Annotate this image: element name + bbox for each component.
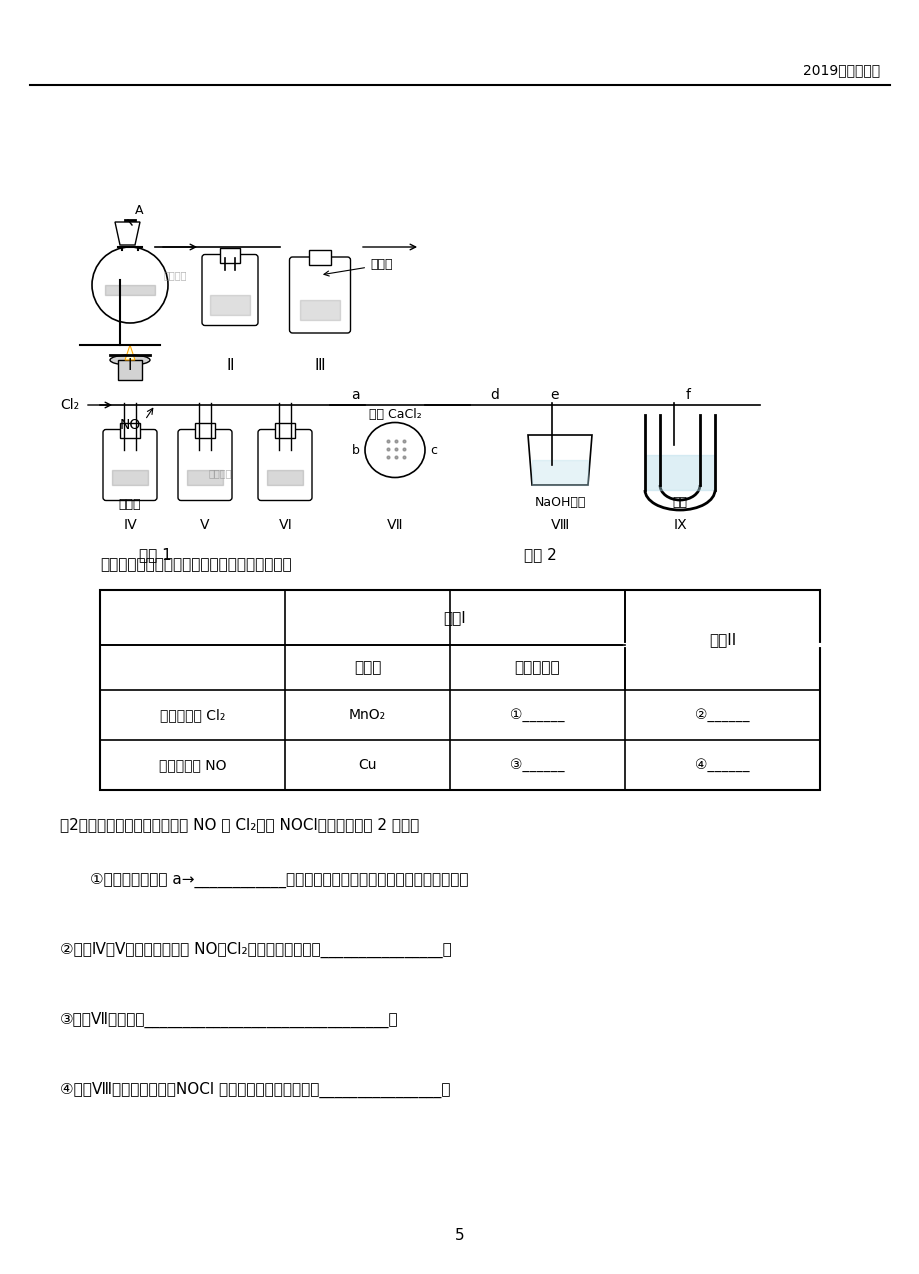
Text: d: d xyxy=(490,389,499,403)
FancyBboxPatch shape xyxy=(289,257,350,333)
Text: 2019届高三试题: 2019届高三试题 xyxy=(802,62,879,76)
Text: Ⅳ: Ⅳ xyxy=(123,519,136,533)
Text: 图表 2: 图表 2 xyxy=(523,548,556,563)
Text: MnO₂: MnO₂ xyxy=(348,708,386,722)
Text: 图表 1: 图表 1 xyxy=(139,548,171,563)
Text: Ⅶ: Ⅶ xyxy=(387,519,403,533)
Text: Ⅷ: Ⅷ xyxy=(550,519,569,533)
Bar xyxy=(220,247,240,262)
Circle shape xyxy=(92,247,168,324)
Text: NaOH溶液: NaOH溶液 xyxy=(534,497,585,510)
Polygon shape xyxy=(125,345,135,361)
Polygon shape xyxy=(528,434,591,485)
Text: ①______: ①______ xyxy=(510,708,564,722)
Text: 浓硫酸: 浓硫酸 xyxy=(119,498,142,511)
Text: 正确教育: 正确教育 xyxy=(208,468,232,478)
Text: ①装置连接顺序为 a→____________（按气流自左向右方向，用小写字母表示）。: ①装置连接顺序为 a→____________（按气流自左向右方向，用小写字母表… xyxy=(90,873,468,888)
Text: 浓硫酸: 浓硫酸 xyxy=(323,259,392,276)
Text: a: a xyxy=(350,389,359,403)
Text: ③______: ③______ xyxy=(510,758,564,772)
Text: ②装置Ⅳ、Ⅴ除可进一步干燥 NO、Cl₂外，另一个作用是________________。: ②装置Ⅳ、Ⅴ除可进一步干燥 NO、Cl₂外，另一个作用是____________… xyxy=(60,941,451,958)
Text: Ⅵ: Ⅵ xyxy=(278,519,291,533)
Text: 制备纯净干燥的气体，补充下表中缺少的药品。: 制备纯净干燥的气体，补充下表中缺少的药品。 xyxy=(100,558,291,572)
Text: 正确教育: 正确教育 xyxy=(163,270,187,280)
Text: Ⅱ: Ⅱ xyxy=(226,358,233,372)
FancyBboxPatch shape xyxy=(177,429,232,501)
Text: 制备纯净的 Cl₂: 制备纯净的 Cl₂ xyxy=(160,708,225,722)
Bar xyxy=(275,423,294,437)
Text: ④______: ④______ xyxy=(695,758,749,772)
Text: 无水 CaCl₂: 无水 CaCl₂ xyxy=(369,409,421,422)
Text: Ⅸ: Ⅸ xyxy=(673,519,686,533)
Bar xyxy=(309,250,331,265)
FancyBboxPatch shape xyxy=(103,429,157,501)
Ellipse shape xyxy=(365,423,425,478)
FancyBboxPatch shape xyxy=(202,255,257,325)
Text: A: A xyxy=(135,204,143,217)
Text: 装置Ⅰ: 装置Ⅰ xyxy=(443,610,466,626)
FancyBboxPatch shape xyxy=(257,429,312,501)
Text: 烧瓶中: 烧瓶中 xyxy=(354,660,380,675)
Text: 5: 5 xyxy=(455,1228,464,1242)
Bar xyxy=(120,423,140,437)
Bar xyxy=(195,423,214,437)
Text: （2）乙组同学利用甲组制得的 NO 和 Cl₂制备 NOCl，装置如图表 2 所示：: （2）乙组同学利用甲组制得的 NO 和 Cl₂制备 NOCl，装置如图表 2 所… xyxy=(60,818,419,832)
Text: ③装置Ⅶ的作用是________________________________。: ③装置Ⅶ的作用是________________________________… xyxy=(60,1012,398,1028)
Ellipse shape xyxy=(110,355,150,364)
Text: Ⅲ: Ⅲ xyxy=(314,358,325,372)
Text: 制备纯净的 NO: 制备纯净的 NO xyxy=(159,758,226,772)
Text: 冰盐: 冰盐 xyxy=(672,497,686,510)
Bar xyxy=(100,590,819,790)
Text: ②______: ②______ xyxy=(695,708,749,722)
Text: Cu: Cu xyxy=(357,758,377,772)
Text: b: b xyxy=(352,443,359,456)
Text: ④装置Ⅷ中吸收尾气时，NOCl 发生反应的化学方程式为________________。: ④装置Ⅷ中吸收尾气时，NOCl 发生反应的化学方程式为_____________… xyxy=(60,1082,450,1098)
Text: 装置II: 装置II xyxy=(709,632,735,647)
Text: Ⅰ: Ⅰ xyxy=(128,358,132,372)
Polygon shape xyxy=(115,222,140,245)
Bar xyxy=(118,361,142,380)
Text: c: c xyxy=(429,443,437,456)
Text: Ⅴ: Ⅴ xyxy=(200,519,210,533)
Text: f: f xyxy=(685,389,690,403)
Bar xyxy=(55,99,435,361)
Text: Cl₂: Cl₂ xyxy=(60,397,79,412)
Text: 分液漏斗中: 分液漏斗中 xyxy=(514,660,560,675)
Text: NO: NO xyxy=(119,418,142,432)
Text: e: e xyxy=(550,389,559,403)
